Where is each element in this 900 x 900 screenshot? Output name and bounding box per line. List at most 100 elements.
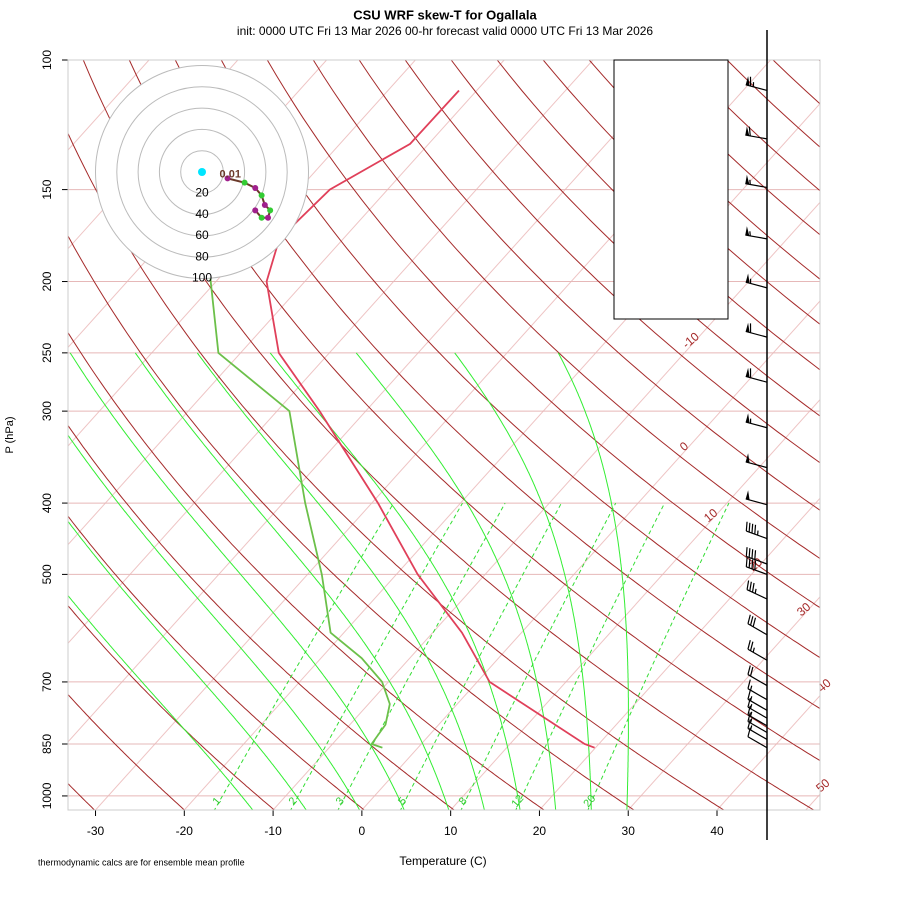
- barb-flag: [748, 558, 751, 568]
- barb-flag: [747, 705, 751, 715]
- y-axis-label: P (hPa): [4, 416, 16, 453]
- barb-staff: [746, 530, 768, 540]
- barb-flag: [749, 616, 754, 626]
- y-tick-label: 1000: [40, 782, 54, 809]
- wind-barb: [745, 413, 768, 429]
- barb-pennant: [745, 76, 750, 86]
- barb-half: [749, 696, 753, 701]
- barb-flag: [747, 697, 751, 708]
- wind-barb: [745, 322, 768, 338]
- y-tick-label: 700: [40, 672, 54, 692]
- moist-adiabat: [68, 520, 307, 810]
- barb-flag: [745, 521, 748, 532]
- barb-pennant: [745, 367, 750, 378]
- hodograph-point: [241, 179, 248, 186]
- x-tick-label: -20: [176, 824, 194, 838]
- dry-adiabat: [220, 60, 820, 659]
- barb-staff: [745, 281, 768, 289]
- wind-barb: [747, 727, 768, 749]
- barb-pennant: [745, 174, 750, 185]
- moist-adiabat: [454, 352, 592, 810]
- isotherm: [627, 596, 820, 810]
- barb-half: [754, 588, 757, 594]
- mixing-ratio-line: [213, 502, 395, 810]
- barb-flag: [747, 712, 751, 722]
- barb-flag: [747, 690, 751, 700]
- barb-staff: [745, 234, 768, 240]
- hodograph-point: [258, 214, 265, 221]
- y-tick-label: 200: [40, 271, 54, 291]
- barb-pennant: [745, 453, 750, 463]
- barb-pennant: [745, 273, 750, 284]
- barb-staff: [746, 555, 768, 565]
- moist-adiabat: [269, 352, 521, 810]
- barb-flag: [749, 581, 752, 592]
- barb-flag: [747, 665, 751, 675]
- moist-adiabat: [355, 352, 557, 810]
- dry-adiabat: [68, 515, 366, 810]
- dry-adiabat: [82, 60, 815, 810]
- barb-half: [752, 647, 755, 653]
- barb-flag: [745, 547, 748, 557]
- barb-flag: [752, 617, 757, 627]
- hodograph-label: 0.01: [220, 168, 241, 180]
- x-tick-label: 20: [533, 824, 547, 838]
- barb-flag: [751, 523, 754, 534]
- hodograph-point: [258, 192, 265, 199]
- hodograph-ring: [180, 150, 224, 194]
- wind-barb: [745, 76, 768, 92]
- isotherm: [68, 60, 683, 743]
- barb-flag: [747, 614, 751, 624]
- barb-staff: [747, 706, 768, 719]
- x-tick-label: 10: [444, 824, 458, 838]
- hodograph-point: [261, 202, 268, 209]
- barb-flag: [754, 524, 757, 535]
- wind-barb: [747, 705, 768, 727]
- x-tick-label: -10: [264, 824, 282, 838]
- barb-staff: [747, 720, 768, 734]
- hodograph-ring-label: 40: [195, 207, 209, 221]
- barb-flag: [746, 580, 750, 590]
- barb-pennant: [745, 490, 750, 500]
- wind-barb: [747, 640, 768, 661]
- wind-barb: [745, 273, 768, 289]
- x-tick-label: 0: [359, 824, 366, 838]
- barb-flag: [754, 550, 757, 560]
- x-tick-label: 30: [622, 824, 636, 838]
- wind-barb: [745, 557, 768, 575]
- dry-adiabat: [358, 60, 820, 511]
- barb-staff: [747, 714, 768, 727]
- dry-adiabat: [68, 132, 725, 810]
- barb-flag: [749, 641, 754, 651]
- barb-flag: [747, 727, 751, 737]
- barb-staff: [747, 648, 768, 661]
- wind-barb: [747, 712, 768, 734]
- isotherm: [449, 398, 820, 810]
- background-lines: [68, 60, 820, 810]
- barb-flag: [747, 640, 751, 650]
- barb-staff: [747, 623, 768, 636]
- y-tick-label: 300: [40, 401, 54, 421]
- wind-barb: [747, 665, 768, 687]
- wind-barb: [745, 521, 768, 540]
- mixing-ratio-line: [290, 502, 463, 810]
- dry-adiabat: [68, 424, 456, 810]
- hodograph-origin: [198, 168, 206, 176]
- x-tick-label: -30: [87, 824, 105, 838]
- y-tick-label: 500: [40, 564, 54, 584]
- mixing-ratio-line: [587, 502, 730, 810]
- isotherm: [68, 60, 594, 645]
- barb-staff: [747, 736, 768, 749]
- barb-half: [749, 725, 753, 731]
- barb-flag: [751, 549, 754, 559]
- barb-pennant: [745, 413, 750, 424]
- wind-barb: [747, 679, 768, 701]
- wind-barb: [747, 690, 768, 711]
- barb-half: [749, 704, 753, 709]
- plot-frame: [67, 59, 821, 811]
- hodograph-point: [252, 184, 259, 191]
- wind-barb: [745, 453, 768, 469]
- wind-barb: [746, 580, 768, 600]
- barb-flag: [754, 560, 757, 570]
